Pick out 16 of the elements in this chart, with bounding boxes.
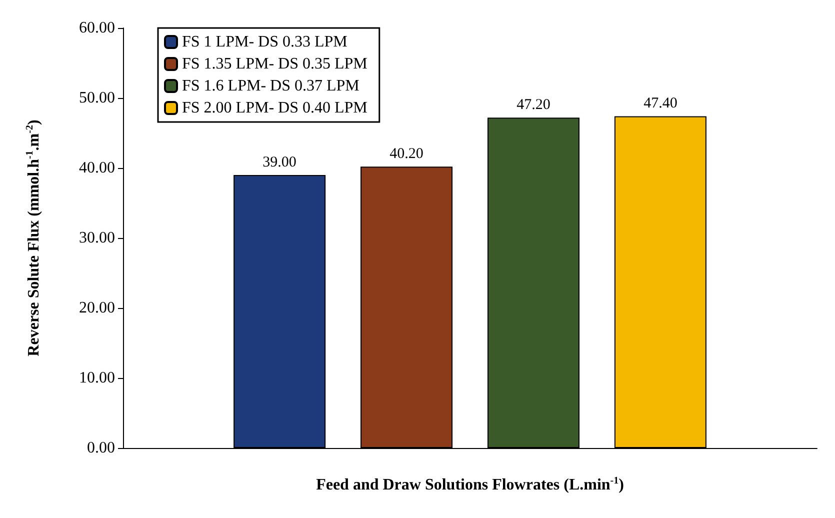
data-label: 39.00 xyxy=(262,154,296,170)
y-tick-label: 50.00 xyxy=(79,90,115,106)
y-tick-label: 30.00 xyxy=(79,230,115,246)
legend-label: FS 1.6 LPM- DS 0.37 LPM xyxy=(182,78,360,94)
y-axis-title: Reverse Solute Flux (mmol.h-1.m-2) xyxy=(24,120,42,356)
y-tick-label: 10.00 xyxy=(79,370,115,386)
y-tick-label: 20.00 xyxy=(79,300,115,316)
data-label: 47.40 xyxy=(644,96,678,112)
y-tick-label: 0.00 xyxy=(87,440,115,456)
data-label: 40.20 xyxy=(390,146,424,162)
legend-label: FS 1.35 LPM- DS 0.35 LPM xyxy=(182,56,368,72)
legend-label: FS 2.00 LPM- DS 0.40 LPM xyxy=(182,100,368,116)
legend-label: FS 1 LPM- DS 0.33 LPM xyxy=(182,34,348,50)
data-label: 47.20 xyxy=(516,97,550,114)
y-tick-label: 60.00 xyxy=(79,20,115,36)
y-tick-label: 40.00 xyxy=(79,160,115,176)
